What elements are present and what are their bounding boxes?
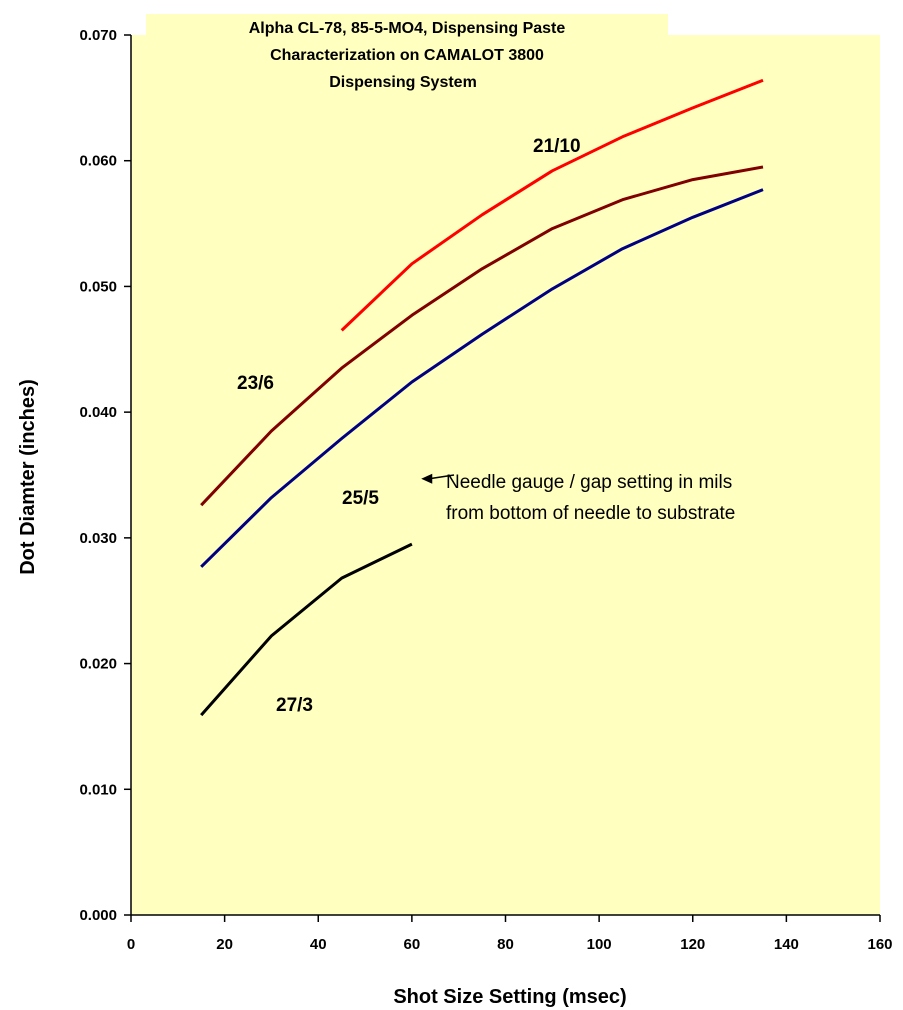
y-tick-label: 0.020 (79, 656, 117, 673)
series-line-27-3 (200, 542, 413, 717)
x-tick-label: 60 (404, 936, 421, 953)
series-line-21-10 (340, 78, 764, 332)
annotation-arrow (421, 473, 455, 484)
y-axis-ticks: 0.000 0.010 0.020 0.030 0.040 0.050 0.060 0.070 (79, 27, 131, 924)
x-tick-label: 40 (310, 936, 327, 953)
y-tick-label: 0.040 (79, 404, 117, 421)
chart-title-line-3: Dispensing System (329, 74, 477, 91)
y-axis-title: Dot Diamter (inches) (17, 379, 39, 575)
x-axis-title: Shot Size Setting (msec) (393, 986, 626, 1008)
series-lines (200, 78, 764, 717)
annotation-arrow-head (421, 473, 433, 484)
y-tick-label: 0.030 (79, 530, 117, 547)
annotation-arrow-shaft (429, 474, 455, 480)
annotation-line-1: Needle gauge / gap setting in mils (446, 472, 732, 493)
y-tick-label: 0.000 (79, 907, 117, 924)
series-line-23-6 (200, 165, 764, 507)
y-tick-label: 0.010 (79, 781, 117, 798)
title-box (146, 14, 668, 102)
x-tick-label: 120 (680, 936, 705, 953)
series-label-27-3: 27/3 (276, 695, 313, 716)
series-label-23-6: 23/6 (237, 373, 274, 394)
series-line-25-5 (200, 188, 764, 568)
x-axis-ticks: 0 20 40 60 80 100 120 140 160 (127, 915, 893, 953)
x-tick-label: 160 (867, 936, 892, 953)
series-label-21-10: 21/10 (533, 136, 581, 157)
x-tick-label: 140 (774, 936, 799, 953)
y-tick-label: 0.070 (79, 27, 117, 44)
x-tick-label: 20 (216, 936, 233, 953)
x-tick-label: 80 (497, 936, 514, 953)
chart-title-line-2: Characterization on CAMALOT 3800 (270, 47, 544, 64)
plot-area (131, 35, 880, 915)
y-tick-label: 0.050 (79, 278, 117, 295)
x-tick-label: 100 (587, 936, 612, 953)
y-tick-label: 0.060 (79, 153, 117, 170)
annotation-line-2: from bottom of needle to substrate (446, 503, 735, 524)
chart-title-line-1: Alpha CL-78, 85-5-MO4, Dispensing Paste (249, 20, 566, 37)
series-label-25-5: 25/5 (342, 488, 379, 509)
x-tick-label: 0 (127, 936, 135, 953)
